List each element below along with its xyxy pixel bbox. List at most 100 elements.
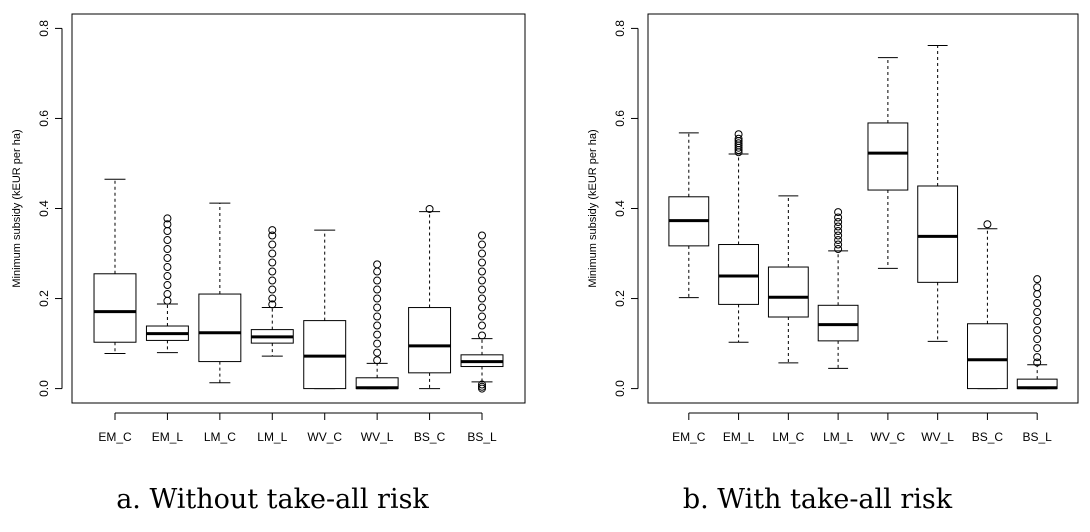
outlier-point bbox=[163, 290, 172, 299]
y-tick-label: 0.8 bbox=[613, 20, 627, 37]
y-tick-label: 0.0 bbox=[613, 380, 627, 397]
outlier-point bbox=[163, 272, 172, 281]
x-tick-label-wv-c: WV_C bbox=[307, 430, 342, 444]
x-tick-label-lm-l: LM_L bbox=[823, 430, 853, 444]
outlier-point bbox=[834, 213, 843, 222]
iqr-box bbox=[198, 293, 242, 363]
outlier-point bbox=[268, 285, 277, 294]
outlier-point bbox=[268, 226, 277, 235]
box-bs-l bbox=[460, 231, 504, 393]
box-lm-c bbox=[767, 195, 809, 364]
outlier-point bbox=[478, 258, 487, 267]
outlier-point bbox=[478, 312, 487, 321]
outlier-point bbox=[268, 249, 277, 258]
iqr-box bbox=[967, 323, 1008, 390]
outlier-point bbox=[983, 220, 992, 229]
box-wv-c bbox=[303, 229, 347, 390]
box-lm-c bbox=[198, 202, 242, 384]
y-tick-label: 0.2 bbox=[37, 290, 51, 307]
outlier-point bbox=[373, 339, 382, 348]
outlier-point bbox=[373, 348, 382, 357]
outlier-point bbox=[373, 294, 382, 303]
outlier-point bbox=[478, 294, 487, 303]
box-em-c bbox=[93, 178, 137, 354]
outlier-point bbox=[478, 303, 487, 312]
outlier-point bbox=[268, 231, 277, 240]
x-tick-label-bs-c: BS_C bbox=[414, 430, 446, 444]
outlier-point bbox=[1033, 299, 1042, 308]
x-tick-label-wv-l: WV_L bbox=[921, 430, 954, 444]
outlier-point bbox=[478, 380, 487, 389]
outlier-point bbox=[373, 260, 382, 269]
outlier-point bbox=[1033, 335, 1042, 344]
outlier-point bbox=[163, 220, 172, 229]
outlier-point bbox=[373, 285, 382, 294]
outlier-point bbox=[734, 134, 743, 143]
outlier-point bbox=[1033, 275, 1042, 284]
outlier-point bbox=[478, 276, 487, 285]
outlier-point bbox=[478, 331, 487, 340]
outlier-point bbox=[1033, 290, 1042, 299]
outlier-point bbox=[268, 267, 277, 276]
outlier-point bbox=[834, 227, 843, 236]
box-em-l bbox=[718, 130, 759, 343]
outlier-point bbox=[373, 303, 382, 312]
y-tick-label: 0.6 bbox=[37, 110, 51, 127]
outlier-point bbox=[478, 240, 487, 249]
outlier-point bbox=[1033, 283, 1042, 292]
x-tick-label-em-l: EM_L bbox=[723, 430, 755, 444]
caption-a: a. Without take-all risk bbox=[116, 484, 429, 515]
outlier-point bbox=[478, 382, 487, 391]
x-tick-label-wv-c: WV_C bbox=[871, 430, 906, 444]
outlier-point bbox=[163, 227, 172, 236]
outlier-point bbox=[373, 321, 382, 330]
plot-frame bbox=[647, 13, 1079, 404]
outlier-point bbox=[1033, 317, 1042, 326]
outlier-point bbox=[268, 240, 277, 249]
outlier-point bbox=[163, 214, 172, 223]
outlier-point bbox=[1033, 344, 1042, 353]
x-tick-label-bs-l: BS_L bbox=[1023, 430, 1053, 444]
iqr-box bbox=[303, 320, 347, 390]
y-tick-label: 0.6 bbox=[613, 110, 627, 127]
outlier-point bbox=[163, 245, 172, 254]
box-bs-c bbox=[408, 204, 452, 390]
outlier-point bbox=[478, 267, 487, 276]
x-tick-label-lm-c: LM_C bbox=[772, 430, 804, 444]
outlier-point bbox=[834, 240, 843, 249]
y-axis-label: Minimum subsidy (kEUR per ha) bbox=[587, 129, 599, 287]
x-tick-label-wv-l: WV_L bbox=[361, 430, 394, 444]
outlier-point bbox=[373, 312, 382, 321]
y-tick-label: 0.0 bbox=[37, 380, 51, 397]
x-tick-label-em-l: EM_L bbox=[152, 430, 184, 444]
iqr-box bbox=[867, 122, 909, 191]
outlier-point bbox=[163, 281, 172, 290]
plot-frame bbox=[71, 13, 526, 404]
outlier-point bbox=[373, 356, 382, 365]
chart-panel-b: 0.0 0.2 0.4 0.6 0.8 Minimum subsidy (kEUR per… bbox=[587, 13, 1079, 444]
outlier-point bbox=[834, 208, 843, 217]
box-lm-l bbox=[250, 226, 294, 357]
outlier-point bbox=[163, 296, 172, 305]
outlier-point bbox=[268, 300, 277, 309]
y-tick-label: 0.8 bbox=[37, 20, 51, 37]
outlier-point bbox=[373, 276, 382, 285]
outlier-point bbox=[834, 218, 843, 227]
outlier-point bbox=[1033, 326, 1042, 335]
box-bs-l bbox=[1016, 275, 1058, 390]
y-tick-label: 0.2 bbox=[613, 290, 627, 307]
outlier-point bbox=[478, 285, 487, 294]
outlier-point bbox=[834, 222, 843, 231]
box-em-l bbox=[145, 214, 189, 354]
outlier-point bbox=[478, 231, 487, 240]
iqr-box bbox=[767, 266, 809, 318]
outlier-point bbox=[734, 130, 743, 139]
outlier-point bbox=[268, 294, 277, 303]
x-tick-label-lm-c: LM_C bbox=[204, 430, 236, 444]
caption-b: b. With take-all risk bbox=[682, 484, 953, 515]
outlier-point bbox=[163, 236, 172, 245]
x-tick-label-em-c: EM_C bbox=[98, 430, 132, 444]
box-wv-l bbox=[917, 45, 959, 342]
iqr-box bbox=[917, 185, 959, 283]
